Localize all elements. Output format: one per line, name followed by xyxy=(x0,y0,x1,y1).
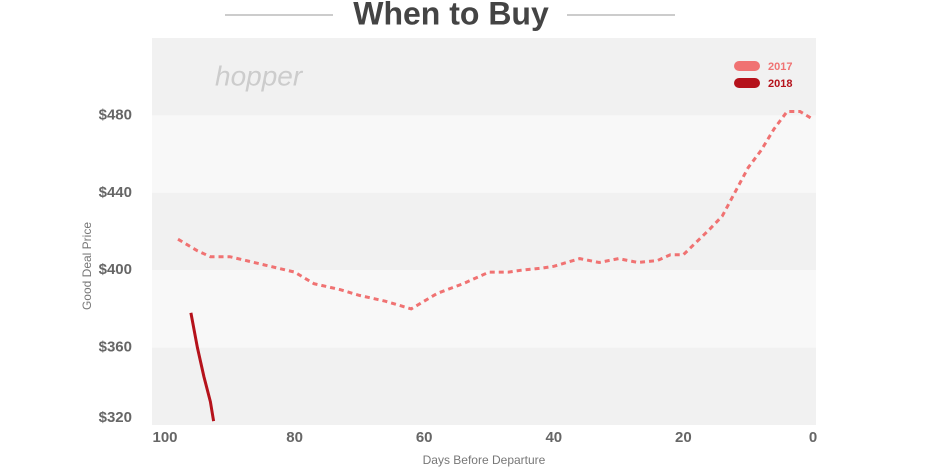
legend-label: 2017 xyxy=(768,61,792,73)
x-tick-label: 40 xyxy=(545,429,562,446)
logo: hopper xyxy=(215,60,304,91)
y-tick-label: $400 xyxy=(99,261,132,278)
y-tick-label: $440 xyxy=(99,184,132,201)
legend-swatch xyxy=(734,78,760,88)
x-tick-label: 100 xyxy=(152,429,177,446)
plot-band xyxy=(152,347,816,425)
plot-band xyxy=(152,115,816,193)
legend-swatch xyxy=(734,61,760,71)
y-tick-label: $320 xyxy=(99,409,132,426)
x-tick-label: 60 xyxy=(416,429,433,446)
x-tick-label: 80 xyxy=(286,429,303,446)
legend-label: 2018 xyxy=(768,78,792,90)
plot-band xyxy=(152,192,816,271)
x-tick-label: 0 xyxy=(809,429,817,446)
line-series xyxy=(177,110,814,311)
plot-band xyxy=(152,38,816,116)
chart-title: When to Buy xyxy=(353,0,549,31)
y-tick-label: $480 xyxy=(99,106,132,123)
line-series xyxy=(189,312,216,422)
x-axis-label: Days Before Departure xyxy=(423,453,546,467)
x-tick-label: 20 xyxy=(675,429,692,446)
y-axis-label: Good Deal Price xyxy=(80,222,94,310)
plot-band xyxy=(152,270,816,348)
y-tick-label: $360 xyxy=(99,339,132,356)
